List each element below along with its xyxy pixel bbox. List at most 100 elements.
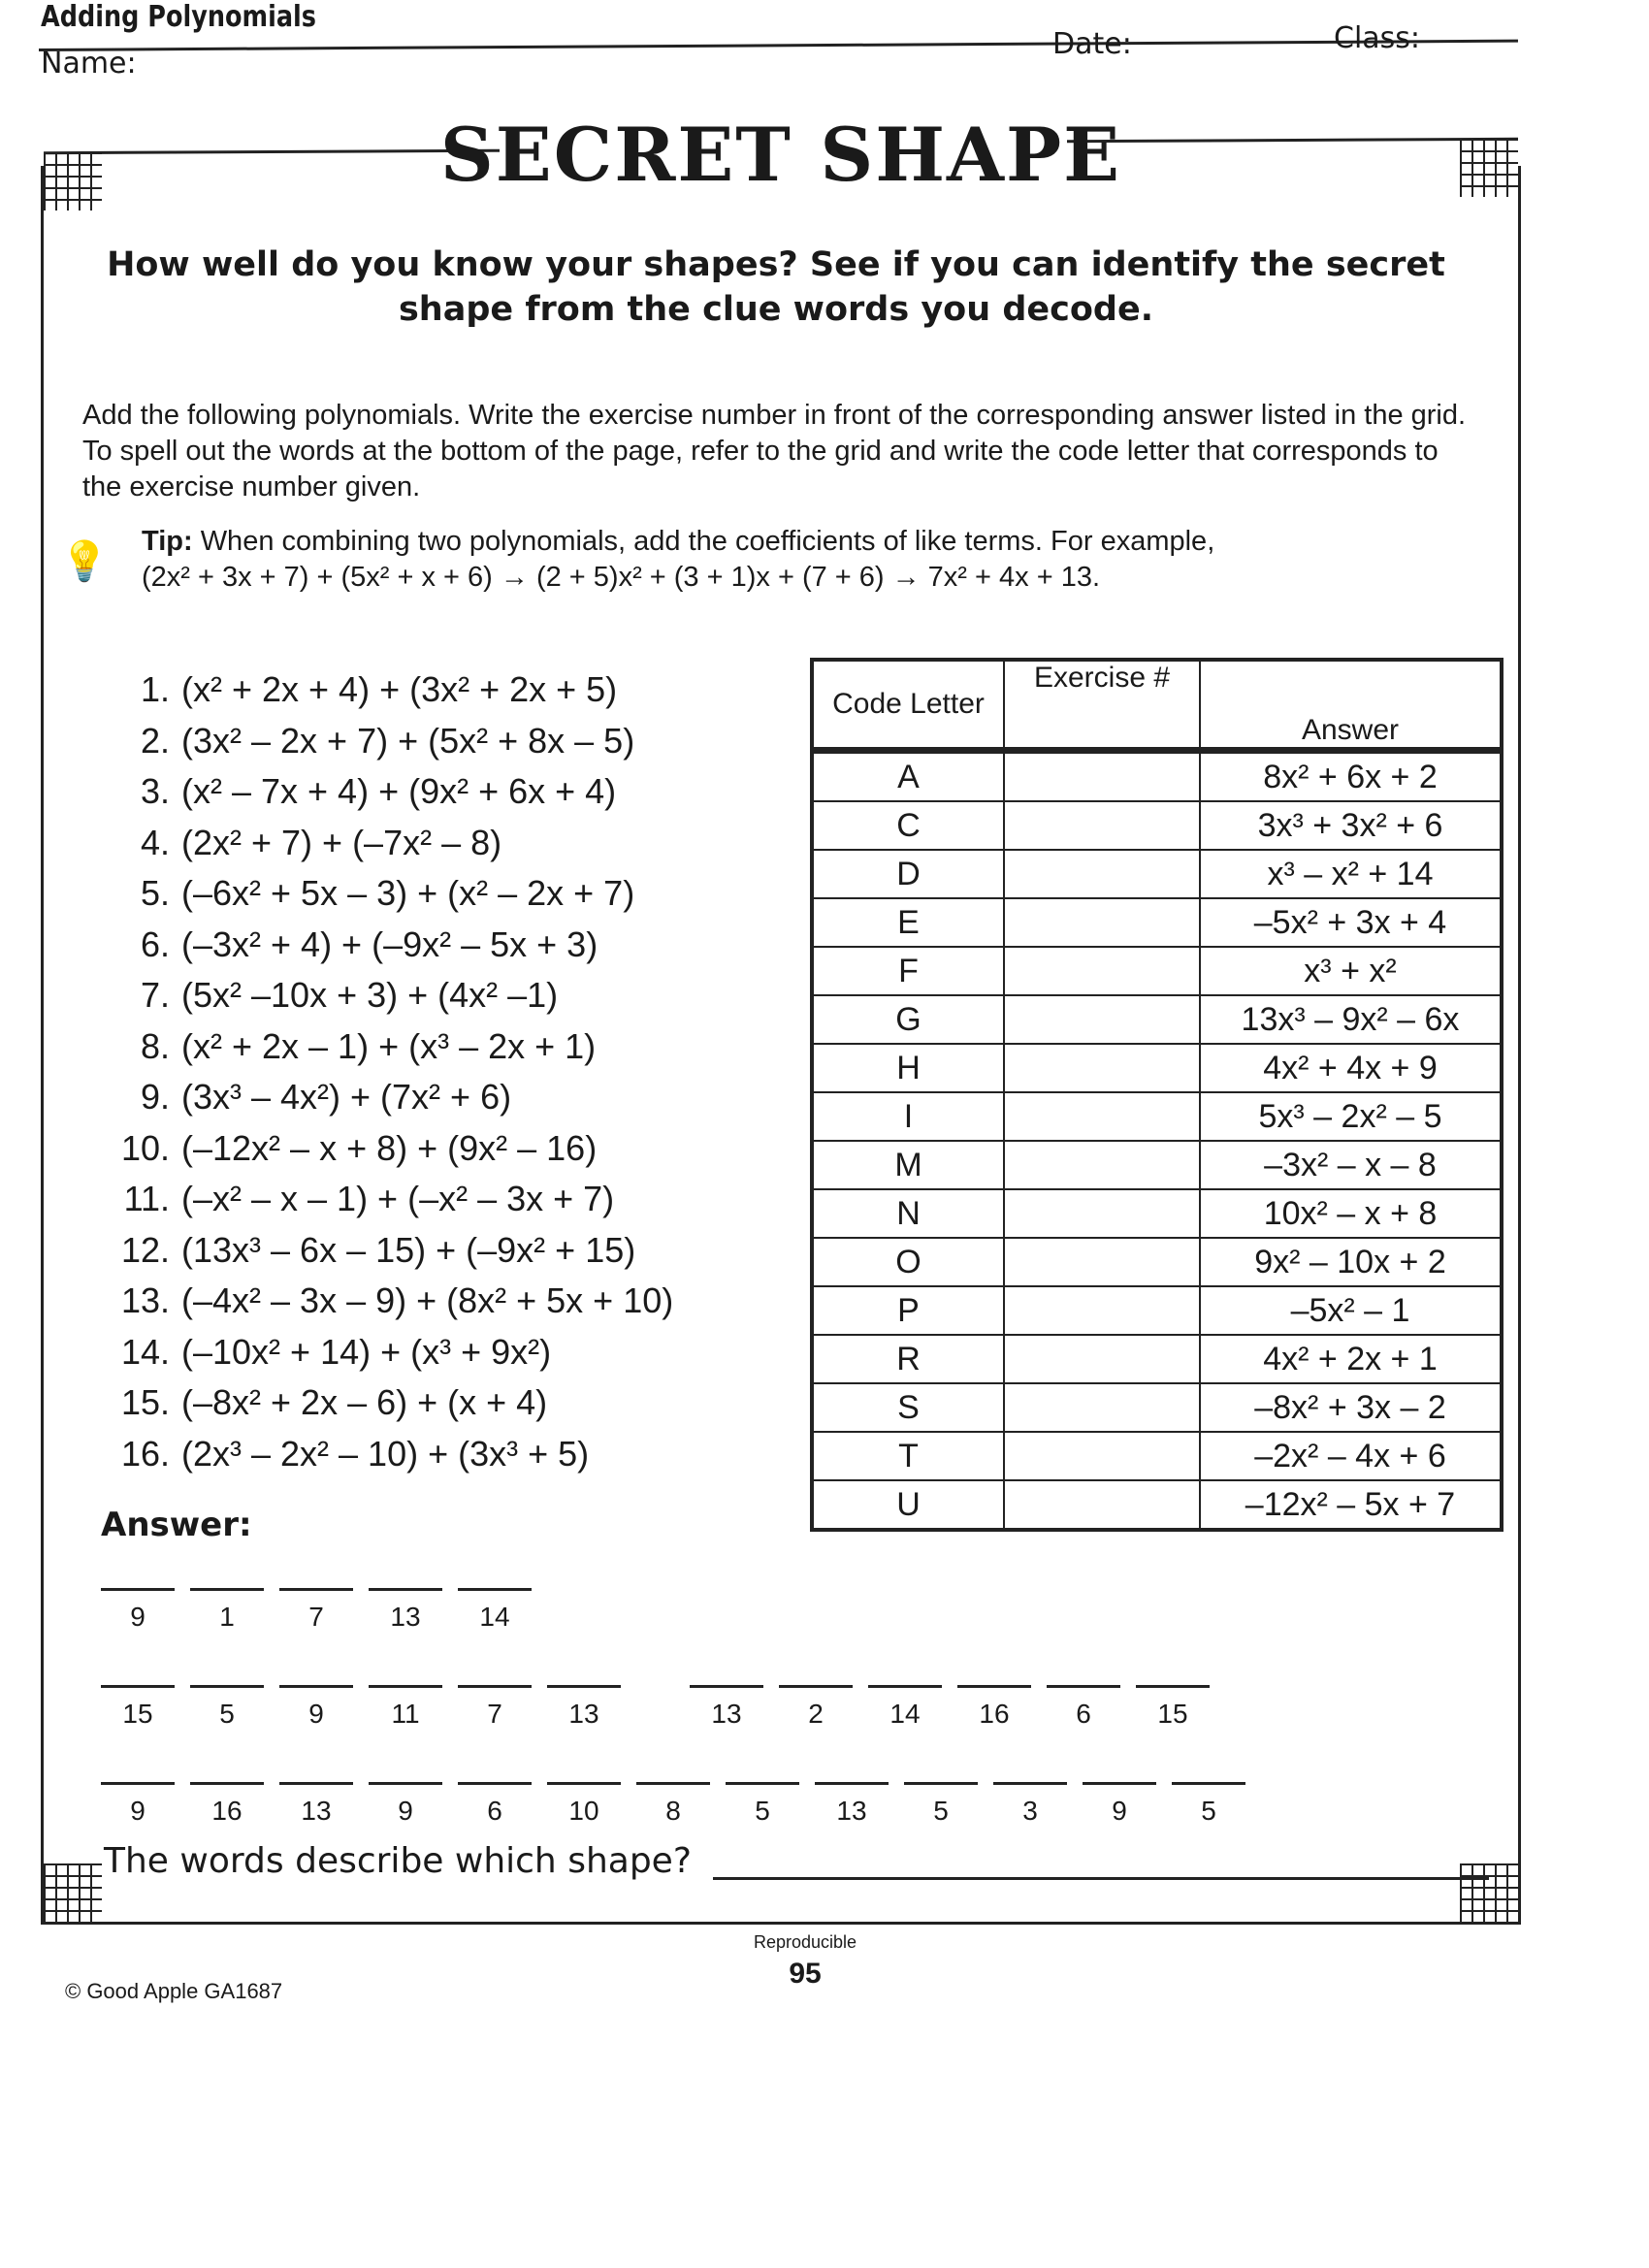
exercise-input-cell[interactable] [1003,1091,1201,1142]
page-title: SECRET SHAPE [439,112,1122,198]
letter-blank[interactable] [101,1782,175,1785]
exercise-input-cell[interactable] [1003,994,1201,1045]
letter-blank[interactable] [1047,1685,1120,1688]
answer-cell: x³ – x² + 14 [1199,849,1503,899]
code-letter: E [811,897,1005,948]
letter-blank[interactable] [458,1588,532,1591]
letter-blank[interactable] [904,1782,978,1785]
exercise-input-cell[interactable] [1003,1285,1201,1336]
blank-exercise-number: 13 [711,1699,742,1729]
code-letter: A [811,749,1005,802]
exercise-input-cell[interactable] [1003,1479,1201,1531]
exercise-expression: (–x² – x – 1) + (–x² – 3x + 7) [181,1179,615,1218]
worksheet-frame [41,137,1521,1925]
exercise-input-cell[interactable] [1003,1188,1201,1239]
letter-blank[interactable] [726,1782,799,1785]
letter-blank[interactable] [369,1588,442,1591]
exercise-input-cell[interactable] [1003,1237,1201,1287]
letter-blank[interactable] [1083,1782,1156,1785]
letter-blank[interactable] [369,1685,442,1688]
exercise-item: 5. (–6x² + 5x – 3) + (x² – 2x + 7) [97,873,634,914]
letter-blank[interactable] [547,1782,621,1785]
letter-blank[interactable] [458,1782,532,1785]
letter-blank[interactable] [101,1685,175,1688]
exercise-expression: (–3x² + 4) + (–9x² – 5x + 3) [181,923,598,964]
corner-grid-decoration [44,1863,102,1922]
code-letter: S [811,1382,1005,1433]
answer-cell: –12x² – 5x + 7 [1199,1479,1503,1531]
blank-exercise-number: 5 [1201,1796,1216,1826]
code-letter: C [811,800,1005,851]
letter-blank[interactable] [279,1588,353,1591]
exercise-input-cell[interactable] [1003,1382,1201,1433]
exercise-expression: (5x² –10x + 3) + (4x² –1) [181,975,559,1015]
letter-blank[interactable] [279,1782,353,1785]
exercise-expression: (–10x² + 14) + (x³ + 9x²) [181,1331,552,1372]
exercise-input-cell[interactable] [1003,897,1201,948]
exercise-item: 9. (3x³ – 4x²) + (7x² + 6) [97,1077,511,1118]
letter-blank[interactable] [190,1588,264,1591]
exercise-expression: (2x² + 7) + (–7x² – 8) [181,822,502,862]
letter-blank[interactable] [779,1685,853,1688]
exercise-item: 15. (–8x² + 2x – 6) + (x + 4) [97,1382,547,1423]
blank-exercise-number: 5 [933,1796,949,1826]
exercise-expression: (13x³ – 6x – 15) + (–9x² + 15) [181,1229,636,1270]
exercise-input-cell[interactable] [1003,946,1201,996]
blank-exercise-number: 11 [391,1699,420,1729]
exercise-input-cell[interactable] [1003,1334,1201,1384]
final-answer-line[interactable] [713,1877,1489,1880]
exercise-input-cell[interactable] [1003,1043,1201,1093]
exercise-number: 1. [140,669,170,709]
code-letter: T [811,1431,1005,1481]
exercise-input-cell[interactable] [1003,749,1201,802]
letter-blank[interactable] [690,1685,763,1688]
instructions: Add the following polynomials. Write the… [82,400,1467,502]
blank-exercise-number: 6 [1076,1699,1091,1729]
answer-cell: 8x² + 6x + 2 [1199,749,1503,802]
letter-blank[interactable] [636,1782,710,1785]
letter-blank[interactable] [369,1782,442,1785]
tip-example: (2x² + 3x + 7) + (5x² + x + 6) → (2 + 5)… [142,562,1101,593]
tip-block: Tip: When combining two polynomials, add… [142,524,1519,596]
exercise-input-cell[interactable] [1003,849,1201,899]
exercise-input-cell[interactable] [1003,800,1201,851]
blank-exercise-number: 7 [487,1699,502,1729]
exercise-number: 12. [120,1229,170,1270]
exercise-input-cell[interactable] [1003,1431,1201,1481]
letter-blank[interactable] [279,1685,353,1688]
answer-cell: 10x² – x + 8 [1199,1188,1503,1239]
table-row: R 4x² + 2x + 1 [811,1334,1503,1384]
letter-blank[interactable] [868,1685,942,1688]
exercise-input-cell[interactable] [1003,1140,1201,1190]
letter-blank[interactable] [1172,1782,1245,1785]
letter-blank[interactable] [458,1685,532,1688]
letter-blank[interactable] [190,1685,264,1688]
letter-blank[interactable] [190,1782,264,1785]
table-row: H 4x² + 4x + 9 [811,1043,1503,1093]
code-letter: H [811,1043,1005,1093]
code-letter: P [811,1285,1005,1336]
table-row: G 13x³ – 9x² – 6x [811,994,1503,1045]
table-row: S –8x² + 3x – 2 [811,1382,1503,1433]
letter-blank[interactable] [815,1782,889,1785]
exercise-item: 4. (2x² + 7) + (–7x² – 8) [97,823,501,863]
lightbulb-icon: 💡 [60,540,109,583]
letter-blank[interactable] [547,1685,621,1688]
exercise-item: 6. (–3x² + 4) + (–9x² – 5x + 3) [97,924,598,965]
subtitle: How well do you know your shapes? See if… [107,245,1445,329]
exercise-item: 11. (–x² – x – 1) + (–x² – 3x + 7) [97,1179,615,1219]
exercise-number: 7. [140,975,170,1015]
blank-exercise-number: 3 [1022,1796,1038,1826]
answer-cell: 4x² + 4x + 9 [1199,1043,1503,1093]
letter-blank[interactable] [1136,1685,1210,1688]
code-letter: R [811,1334,1005,1384]
letter-blank[interactable] [957,1685,1031,1688]
table-row: E –5x² + 3x + 4 [811,897,1503,948]
blank-exercise-number: 5 [755,1796,770,1826]
letter-blank[interactable] [101,1588,175,1591]
answer-cell: –5x² – 1 [1199,1285,1503,1336]
letter-blank[interactable] [993,1782,1067,1785]
answer-label: Answer: [101,1506,252,1544]
